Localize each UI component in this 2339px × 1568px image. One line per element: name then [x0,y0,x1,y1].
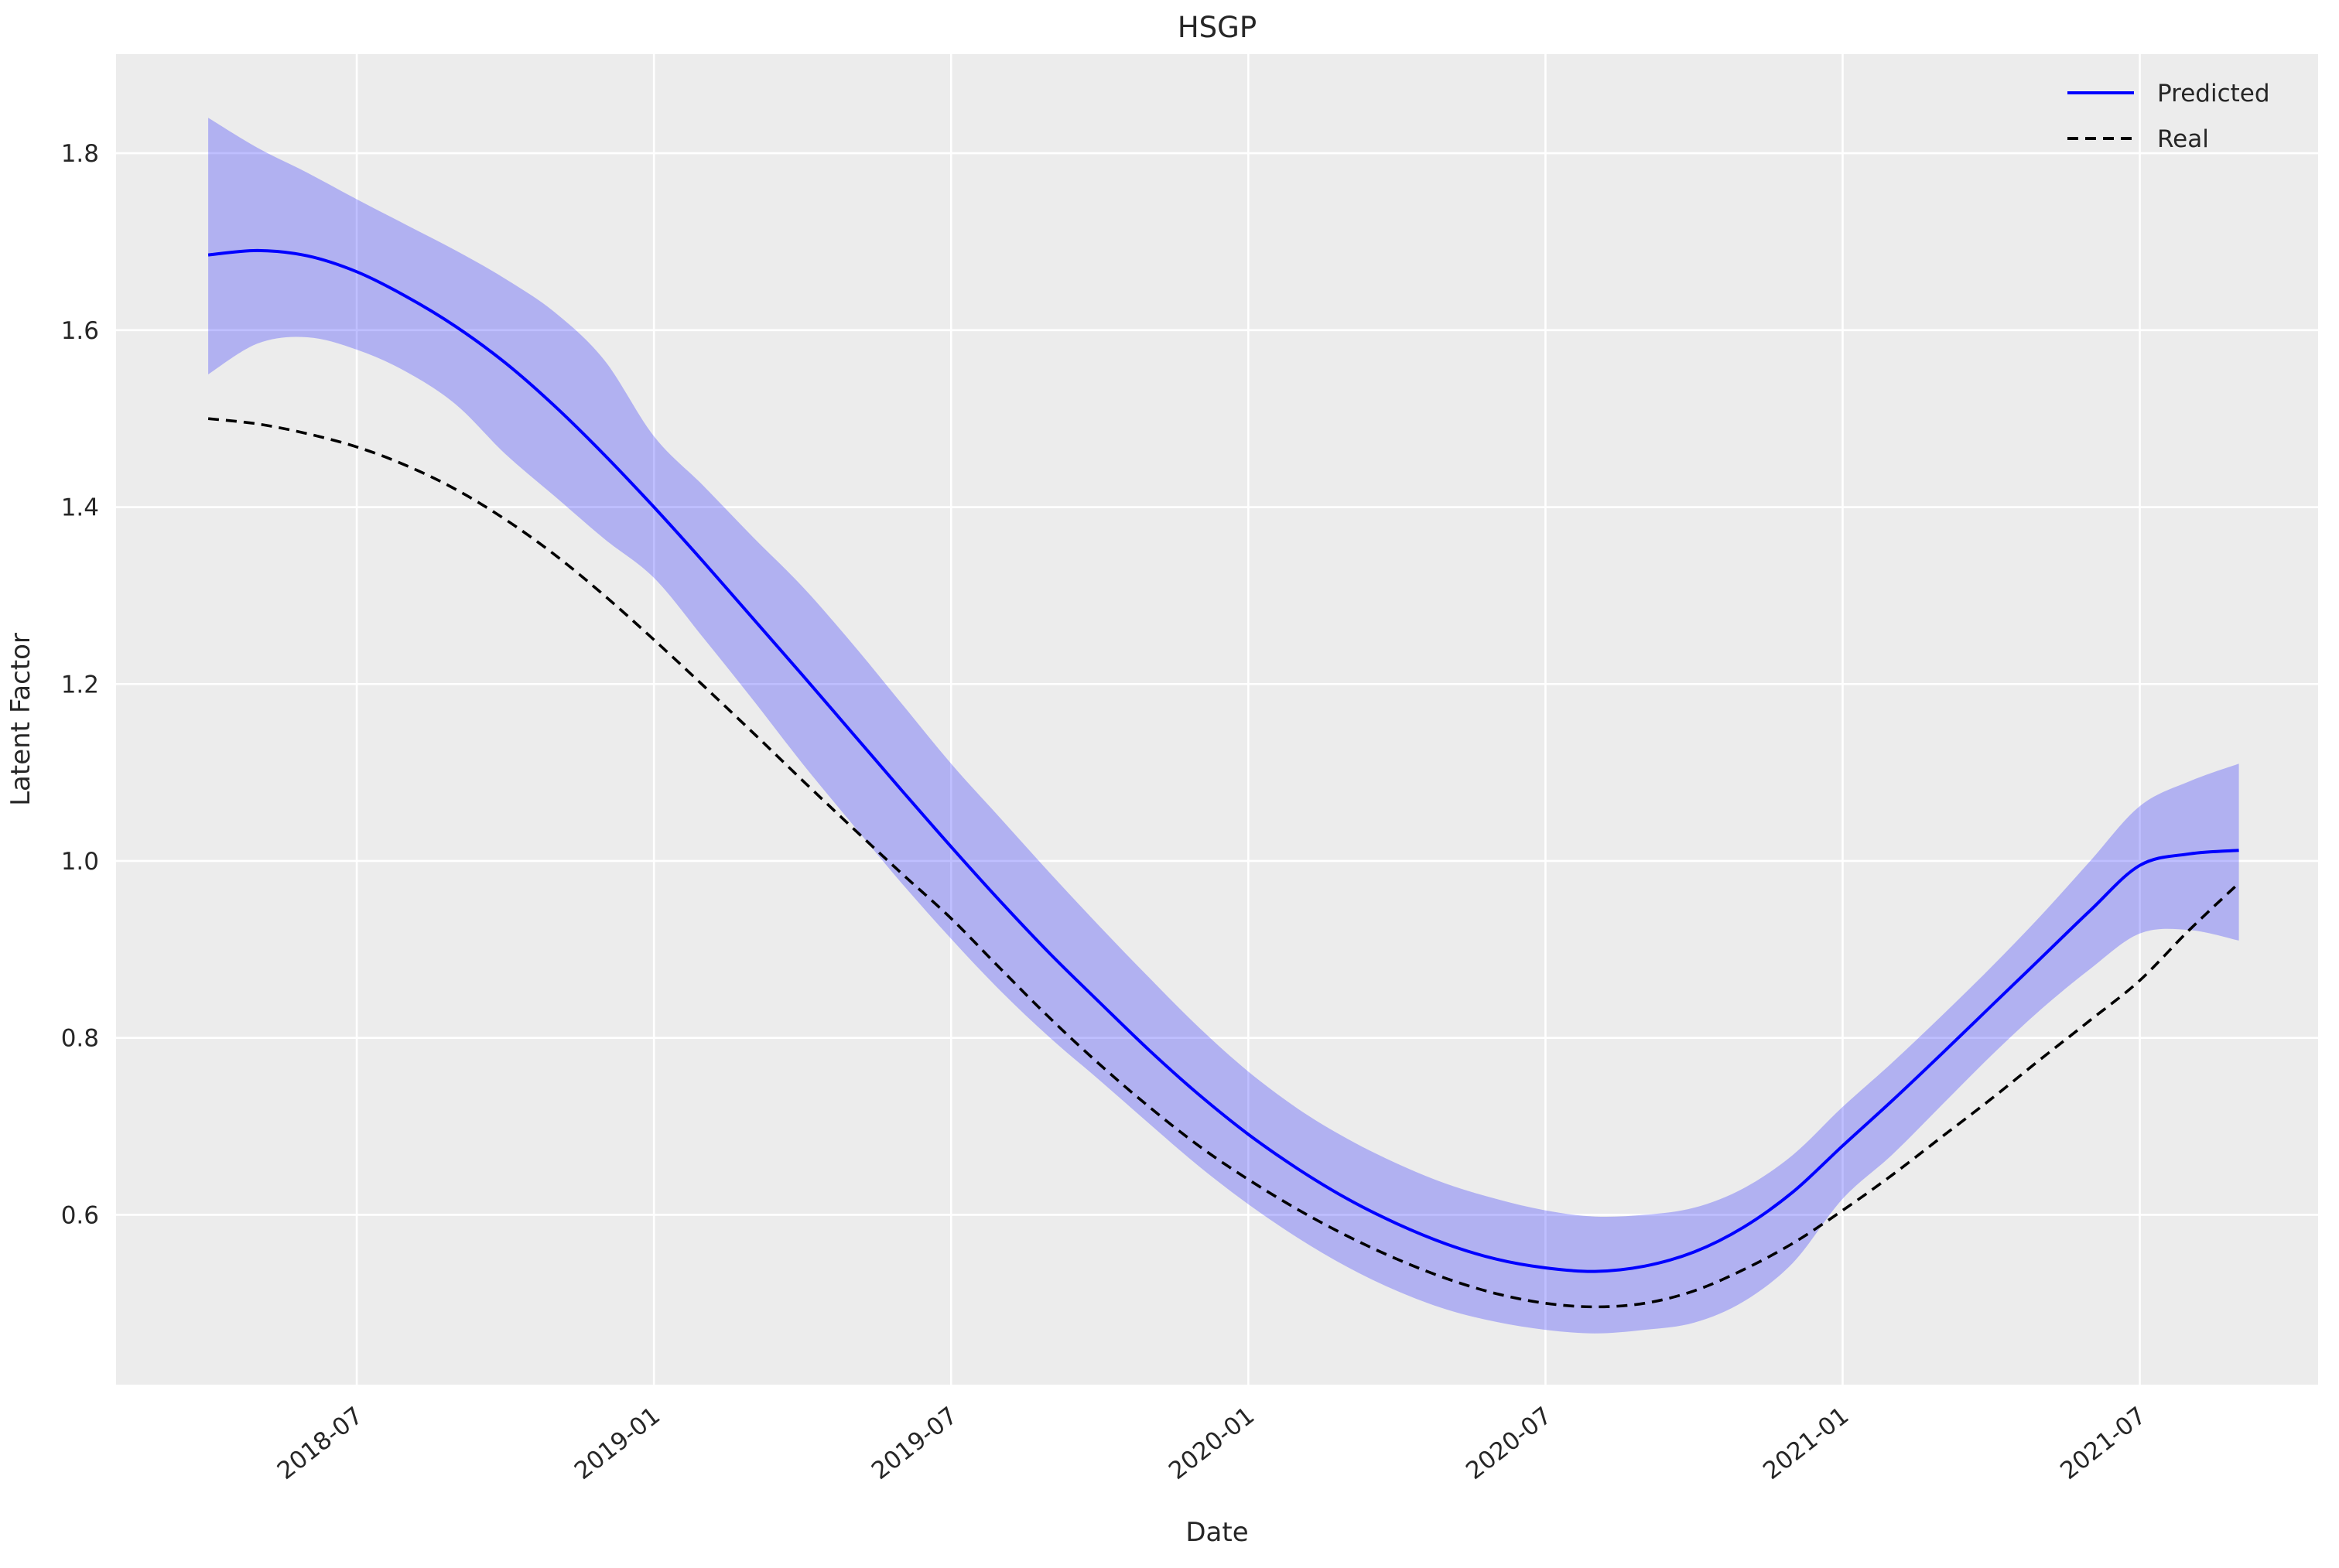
y-tick-label: 0.8 [61,1025,99,1053]
y-tick-label: 1.4 [61,494,99,522]
predicted-confidence-band [208,118,2239,1334]
legend-predicted-label: Predicted [2157,80,2270,108]
legend-item-predicted: Predicted [2067,80,2270,108]
x-tick-label: 2020-07 [1461,1402,1557,1485]
y-axis-label: Latent Factor [5,633,36,806]
y-tick-label: 1.8 [61,140,99,168]
legend-item-real: Real [2067,125,2209,153]
predicted-line [207,248,2239,1273]
y-tick-label: 0.6 [61,1201,99,1229]
plot-area [116,54,2318,1385]
x-tick-label: 2020-01 [1164,1402,1260,1485]
x-tick-label: 2021-07 [2055,1402,2151,1485]
x-tick-label: 2019-01 [569,1402,665,1485]
y-tick-label: 1.2 [61,671,99,699]
x-axis-label: Date [1185,1517,1248,1548]
legend: Predicted Real [2067,80,2270,153]
y-axis-ticks: 0.6 0.8 1.0 1.2 1.4 1.6 1.8 [61,140,99,1229]
data-lines [207,248,2240,1309]
y-tick-label: 1.0 [61,848,99,876]
legend-real-label: Real [2157,125,2209,153]
y-tick-label: 1.6 [61,317,99,345]
confidence-band [208,118,2239,1334]
x-axis-ticks: 2018-07 2019-01 2019-07 2020-01 2020-07 2021-… [272,1402,2152,1485]
x-tick-label: 2018-07 [272,1402,368,1485]
gridlines [116,54,2318,1385]
real-line [207,417,2240,1309]
chart-title: HSGP [1178,11,1257,44]
x-tick-label: 2019-07 [867,1402,963,1485]
x-tick-label: 2021-01 [1758,1402,1854,1485]
